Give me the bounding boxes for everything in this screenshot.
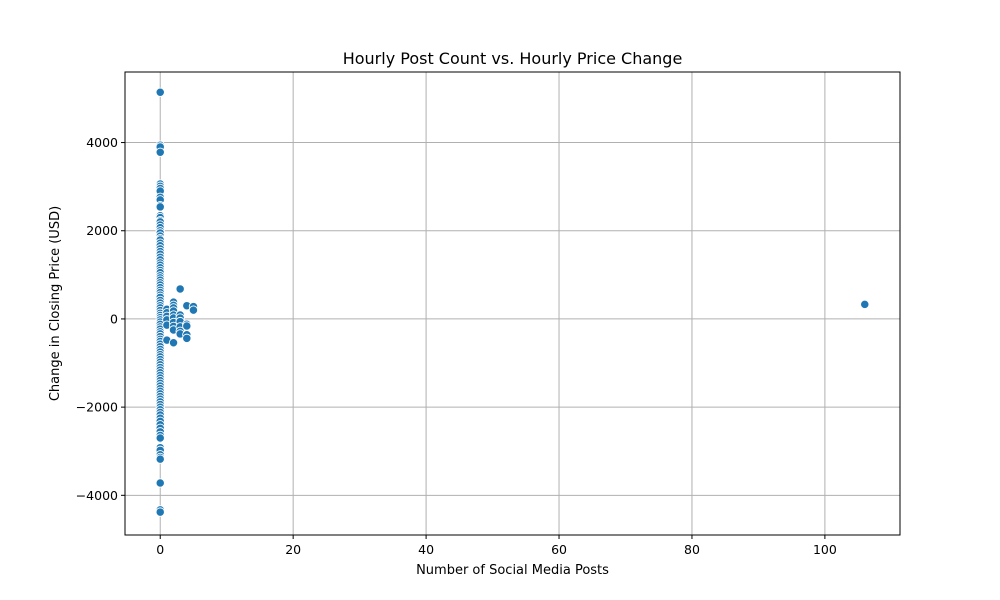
data-points [155, 87, 870, 517]
scatter-point [155, 87, 165, 97]
scatter-point [182, 321, 192, 331]
x-tick-label: 40 [418, 542, 434, 557]
scatter-point [155, 433, 165, 443]
scatter-point [188, 305, 199, 315]
x-tick-label: 20 [285, 542, 301, 557]
x-tick-label: 0 [156, 542, 164, 557]
x-tick-label: 60 [551, 542, 567, 557]
plot-frame [124, 71, 901, 536]
y-tick-label: 2000 [86, 223, 118, 238]
x-axis-label: Number of Social Media Posts [416, 563, 609, 578]
y-tick-label: 0 [110, 311, 118, 326]
axis-ticks: 0 20 40 60 80 100 −4000 −2000 0 2000 4000 [76, 135, 837, 557]
chart-title: Hourly Post Count vs. Hourly Price Chang… [343, 49, 683, 68]
scatter-point [860, 299, 870, 310]
scatter-point [168, 338, 179, 348]
y-tick-label: −2000 [76, 400, 118, 415]
x-tick-label: 80 [684, 542, 700, 557]
scatter-point [155, 478, 165, 488]
y-tick-label: −4000 [76, 488, 118, 503]
scatter-point [155, 454, 165, 464]
grid [125, 72, 900, 535]
scatter-point [175, 284, 185, 294]
scatter-point [182, 333, 192, 343]
x-tick-label: 100 [813, 542, 837, 557]
scatter-point [155, 147, 165, 157]
scatter-point [155, 202, 165, 212]
scatter-point [155, 507, 165, 517]
y-axis-label: Change in Closing Price (USD) [48, 206, 63, 401]
y-tick-label: 4000 [86, 135, 118, 150]
